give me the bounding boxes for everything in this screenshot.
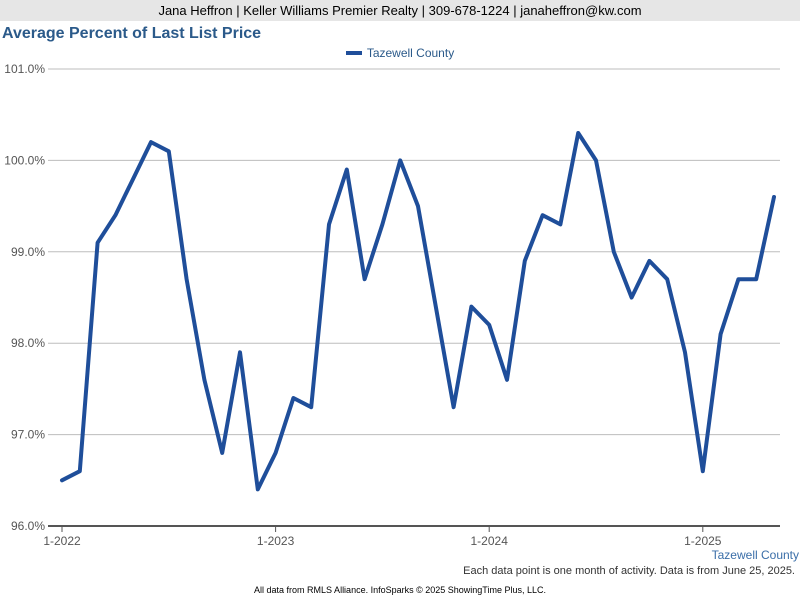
data-point bbox=[541, 213, 545, 217]
data-point bbox=[647, 259, 651, 263]
y-tick-label: 96.0% bbox=[11, 519, 45, 533]
data-point bbox=[523, 259, 527, 263]
x-tick-label: 1-2025 bbox=[684, 534, 722, 548]
data-point bbox=[558, 222, 562, 226]
data-point bbox=[754, 277, 758, 281]
data-point bbox=[113, 213, 117, 217]
data-point bbox=[96, 241, 100, 245]
y-tick-label: 97.0% bbox=[11, 428, 45, 442]
data-point bbox=[630, 296, 634, 299]
data-point bbox=[345, 168, 349, 172]
data-point bbox=[576, 131, 580, 135]
data-point bbox=[256, 487, 260, 491]
data-point bbox=[452, 405, 456, 409]
data-point bbox=[505, 378, 509, 382]
data-point bbox=[719, 332, 723, 336]
data-point bbox=[398, 158, 402, 162]
data-point bbox=[78, 469, 82, 473]
data-point bbox=[363, 277, 367, 281]
data-point bbox=[202, 378, 206, 382]
data-point bbox=[291, 396, 295, 400]
y-tick-label: 100.0% bbox=[4, 153, 45, 167]
data-point bbox=[380, 222, 384, 226]
data-point bbox=[309, 405, 313, 409]
agent-contact-header: Jana Heffron | Keller Williams Premier R… bbox=[0, 0, 800, 21]
data-point bbox=[131, 177, 135, 181]
x-tick-label: 1-2023 bbox=[257, 534, 295, 548]
chart-title: Average Percent of Last List Price bbox=[2, 25, 262, 42]
data-point bbox=[60, 478, 64, 482]
data-point bbox=[238, 350, 242, 354]
chart-legend[interactable]: Tazewell County bbox=[0, 46, 800, 60]
data-point bbox=[416, 204, 420, 208]
data-point bbox=[701, 469, 705, 473]
x-tick-label: 1-2022 bbox=[43, 534, 81, 548]
data-point bbox=[665, 277, 669, 281]
data-point bbox=[683, 350, 687, 354]
series-line-tazewell-county bbox=[60, 131, 776, 492]
data-activity-note: Each data point is one month of activity… bbox=[463, 565, 795, 577]
data-point bbox=[434, 305, 438, 309]
data-source-footer: All data from RMLS Alliance. InfoSparks … bbox=[254, 585, 546, 595]
y-tick-label: 101.0% bbox=[4, 62, 45, 76]
axis-series-label: Tazewell County bbox=[712, 548, 799, 562]
data-point bbox=[167, 149, 171, 153]
data-point bbox=[594, 158, 598, 162]
data-point bbox=[772, 195, 776, 199]
data-point bbox=[220, 451, 224, 455]
data-point bbox=[469, 305, 473, 309]
data-point bbox=[185, 277, 189, 281]
y-tick-label: 98.0% bbox=[11, 336, 45, 350]
y-tick-label: 99.0% bbox=[11, 245, 45, 259]
data-point bbox=[612, 250, 616, 254]
data-point bbox=[274, 451, 278, 455]
legend-label: Tazewell County bbox=[366, 46, 455, 60]
data-point bbox=[487, 323, 491, 327]
x-tick-label: 1-2024 bbox=[471, 534, 509, 548]
data-point bbox=[736, 277, 740, 281]
data-point bbox=[327, 222, 331, 226]
data-point bbox=[149, 140, 153, 144]
legend-swatch bbox=[345, 50, 362, 55]
